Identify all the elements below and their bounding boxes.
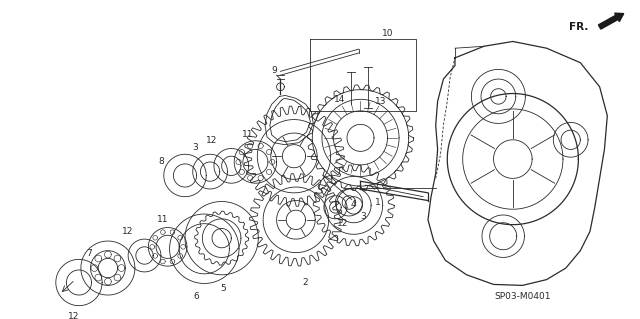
Text: 5: 5	[221, 284, 227, 293]
Text: 7: 7	[86, 249, 92, 258]
Text: 11: 11	[157, 215, 168, 224]
Text: 12: 12	[206, 136, 218, 145]
Text: SP03-M0401: SP03-M0401	[494, 293, 551, 301]
Text: 9: 9	[272, 66, 278, 75]
Text: 8: 8	[158, 157, 164, 166]
Text: 6: 6	[194, 293, 200, 301]
Text: 14: 14	[333, 95, 345, 104]
Text: 3: 3	[360, 212, 366, 221]
Text: 1: 1	[375, 198, 381, 207]
Text: 12: 12	[337, 219, 349, 228]
Text: FR.: FR.	[569, 22, 588, 32]
Text: 11: 11	[242, 130, 253, 139]
Text: 13: 13	[375, 97, 387, 106]
Text: 3: 3	[192, 143, 198, 152]
Text: 4: 4	[351, 200, 356, 209]
Text: 12: 12	[122, 227, 133, 236]
Text: 10: 10	[381, 29, 393, 38]
FancyArrow shape	[598, 13, 624, 29]
Text: 2: 2	[303, 278, 308, 287]
Text: 12: 12	[68, 312, 80, 319]
